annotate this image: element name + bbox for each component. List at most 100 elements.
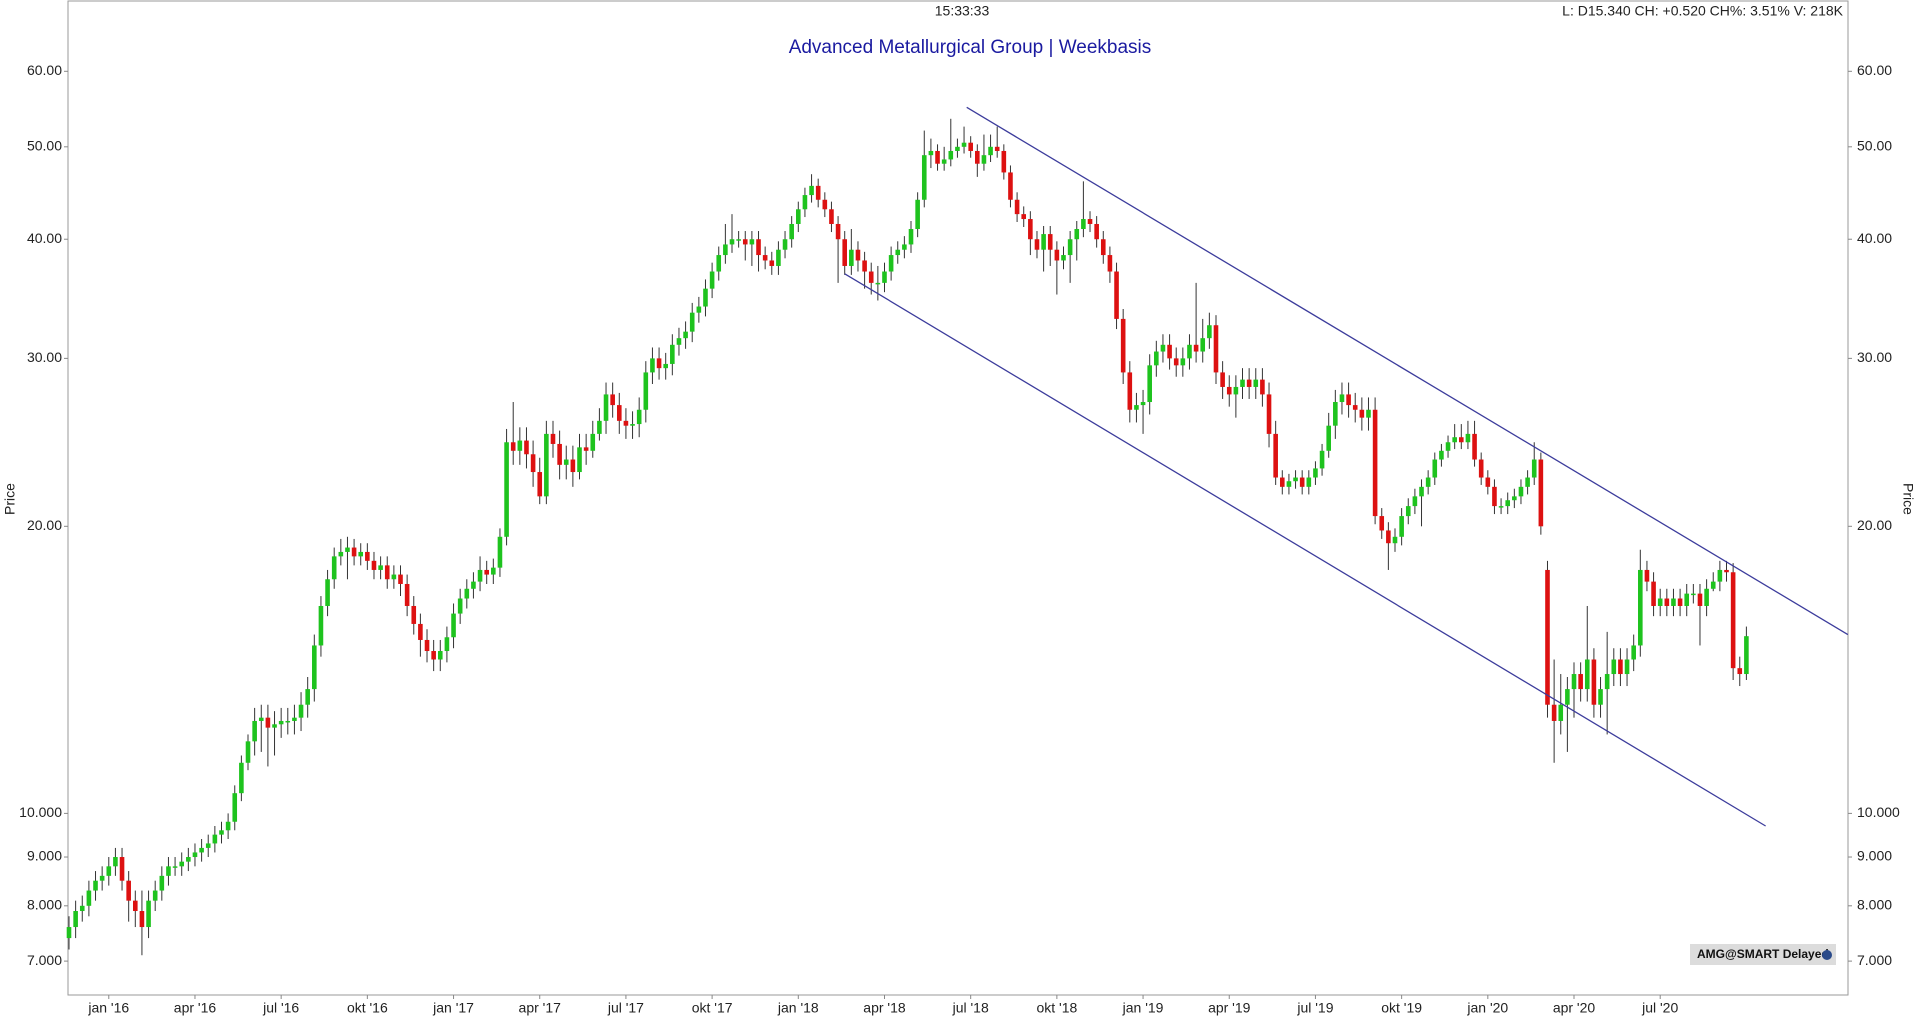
candle-body — [504, 442, 509, 537]
candle-body — [312, 645, 317, 690]
candle-body — [1207, 325, 1212, 339]
candle-body — [689, 312, 695, 332]
x-tick-label: apr '18 — [863, 1000, 906, 1016]
candle-body — [1107, 255, 1113, 272]
candle-body — [1578, 674, 1583, 690]
candle-body — [1047, 234, 1053, 250]
candle-body — [1737, 668, 1743, 675]
y-tick-label-right: 30.00 — [1857, 349, 1892, 365]
candle-body — [1498, 506, 1504, 508]
candle-body — [577, 447, 582, 473]
candle-body — [99, 875, 105, 881]
x-tick-label: apr '19 — [1208, 1000, 1251, 1016]
x-tick-label: okt '18 — [1036, 1000, 1077, 1016]
candle-body — [79, 905, 85, 912]
candle-body — [298, 704, 304, 718]
candle-body — [1551, 704, 1557, 721]
candle-body — [530, 454, 536, 473]
candle-body — [1571, 674, 1577, 690]
candle-body — [1439, 450, 1444, 460]
candle-body — [862, 260, 867, 272]
candle-body — [1459, 437, 1464, 443]
candle-body — [1518, 486, 1524, 497]
candle-body — [915, 199, 920, 230]
candle-body — [477, 569, 483, 582]
y-tick-label: 10.000 — [19, 804, 62, 820]
candle-body — [1405, 506, 1411, 517]
candle-body — [729, 239, 735, 245]
candle-body — [1664, 598, 1670, 606]
trend-line — [966, 106, 1849, 636]
candle-body — [1558, 704, 1564, 721]
candle-body — [1313, 468, 1318, 478]
candle-body — [829, 209, 834, 224]
candle-body — [875, 282, 881, 285]
candle-body — [1538, 459, 1544, 527]
candle-body — [1505, 500, 1511, 507]
candle-body — [1061, 255, 1066, 261]
candle-body — [663, 363, 668, 369]
x-tick-label: jul '18 — [952, 1000, 989, 1016]
candle-body — [517, 440, 523, 451]
y-tick-label-right: 9.000 — [1857, 848, 1892, 864]
candle-body — [1697, 593, 1703, 606]
candle-body — [331, 556, 337, 580]
candle-body — [66, 927, 72, 939]
candle-body — [1120, 318, 1126, 373]
candle-body — [1246, 379, 1252, 387]
y-tick-label-right: 8.000 — [1857, 897, 1892, 913]
candle-body — [524, 440, 529, 455]
candle-body — [1744, 636, 1749, 675]
candle-body — [1154, 351, 1159, 366]
candle-body — [955, 146, 960, 151]
candle-body — [590, 433, 596, 451]
candle-body — [616, 405, 622, 421]
candle-body — [444, 637, 450, 652]
candle-body — [265, 717, 271, 728]
candle-body — [1319, 450, 1325, 469]
y-tick-label: 50.00 — [27, 138, 62, 154]
candle-body — [1293, 477, 1298, 482]
candle-body — [305, 689, 310, 705]
candle-body — [882, 271, 887, 283]
candle-body — [411, 605, 417, 624]
candle-body — [179, 861, 185, 867]
candle-body — [133, 900, 138, 912]
candle-body — [1657, 598, 1663, 606]
candle-body — [1425, 477, 1431, 487]
candle-body — [186, 857, 191, 862]
candle-body — [1160, 344, 1166, 352]
candle-body — [1651, 581, 1656, 606]
candle-body — [1512, 496, 1517, 501]
candle-body — [1492, 486, 1497, 507]
candle-body — [431, 651, 436, 660]
candle-body — [272, 724, 277, 728]
candle-body — [1472, 433, 1477, 460]
x-tick-label: apr '20 — [1553, 1000, 1596, 1016]
y-axis-label: Price — [2, 483, 18, 515]
candle-body — [1008, 172, 1013, 200]
candle-body — [1134, 405, 1139, 410]
candle-body — [1399, 516, 1404, 537]
candle-body — [205, 843, 211, 848]
candle-body — [484, 569, 489, 575]
candle-body — [1359, 409, 1365, 418]
candle-body — [1412, 496, 1418, 507]
candle-body — [1240, 379, 1245, 387]
candle-body — [643, 372, 649, 410]
candle-body — [1074, 229, 1080, 240]
watermark: AMG@SMART Delayed — [1697, 947, 1829, 961]
candle-body — [1379, 516, 1385, 531]
candle-body — [1584, 659, 1590, 690]
candle-body — [1180, 358, 1186, 366]
candle-body — [796, 209, 801, 224]
candle-body — [1087, 219, 1093, 224]
candle-body — [683, 331, 688, 339]
candle-body — [1598, 689, 1603, 705]
candle-body — [928, 150, 934, 156]
watermark-icon — [1822, 950, 1832, 960]
candle-body — [471, 581, 476, 589]
candle-body — [378, 565, 383, 570]
candle-body — [1094, 223, 1099, 240]
candle-body — [1001, 150, 1007, 173]
